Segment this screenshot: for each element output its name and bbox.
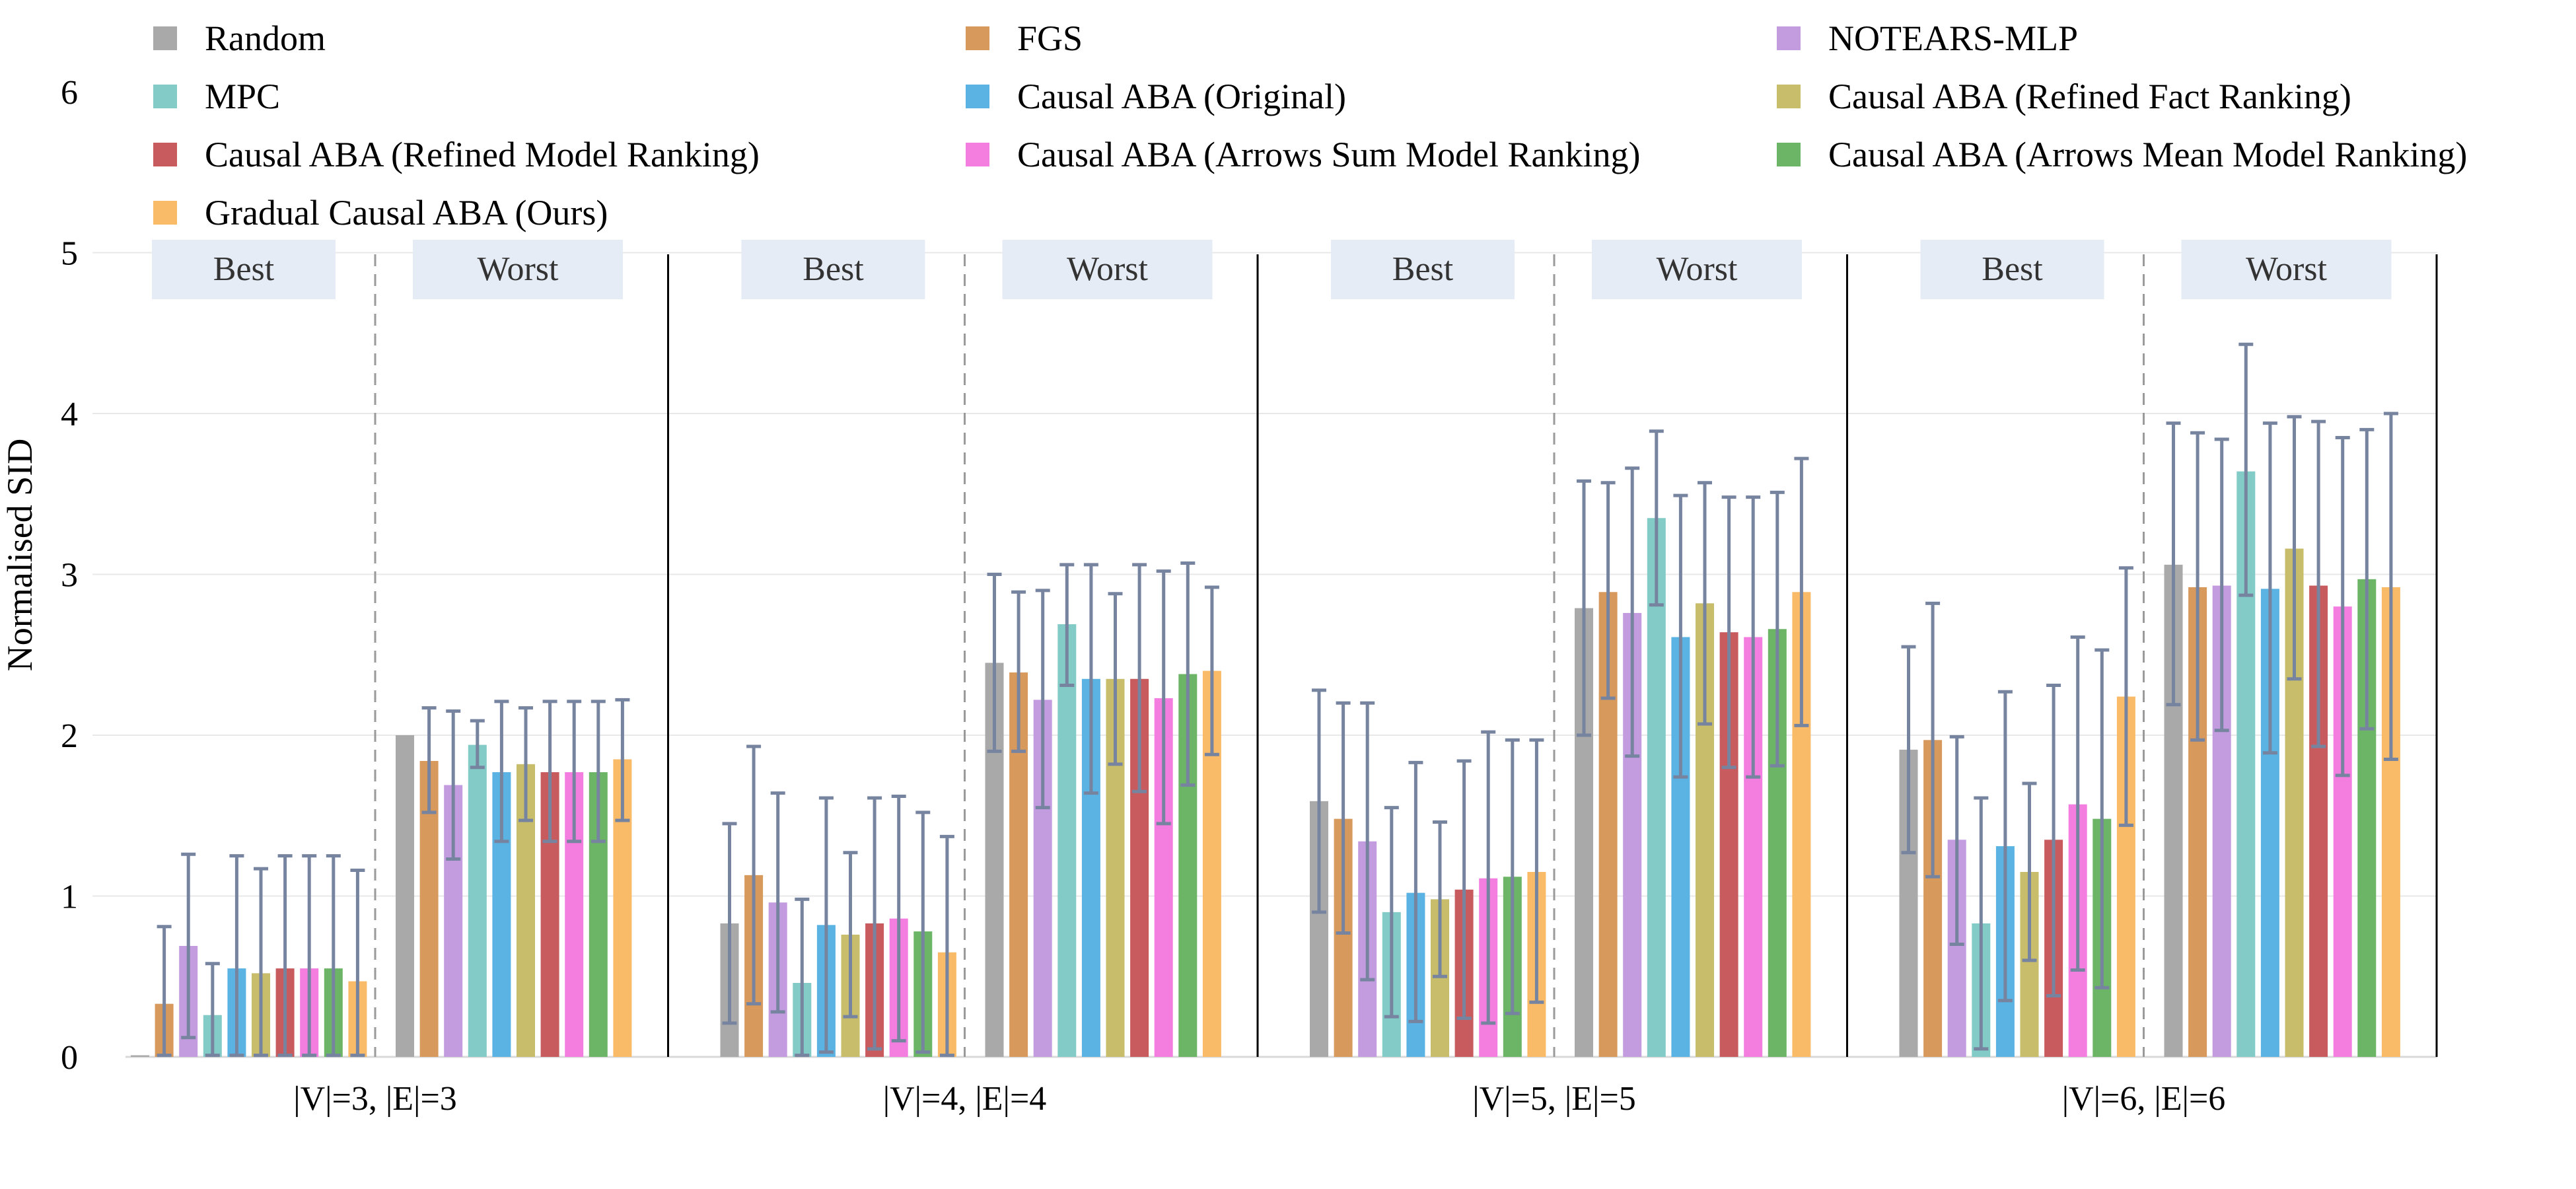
legend-label: FGS <box>1017 18 1083 58</box>
subgroup-header <box>741 240 925 299</box>
legend-label: Causal ABA (Arrows Sum Model Ranking) <box>1017 135 1640 174</box>
subgroup-header <box>2181 240 2392 299</box>
subgroup-label: Best <box>213 250 275 288</box>
legend-label: Random <box>205 18 326 58</box>
legend-swatch <box>1777 26 1801 50</box>
y-tick-label: 5 <box>61 235 78 273</box>
group-label: |V|=5, |E|=5 <box>1472 1080 1636 1118</box>
bar <box>396 735 414 1057</box>
subgroup-header <box>1331 240 1515 299</box>
y-tick-label: 0 <box>61 1039 78 1077</box>
legend-label: Causal ABA (Refined Model Ranking) <box>205 135 760 174</box>
subgroup-label: Worst <box>1067 250 1148 288</box>
legend-swatch <box>153 201 177 225</box>
y-tick-label: 3 <box>61 557 78 594</box>
legend-label: Causal ABA (Arrows Mean Model Ranking) <box>1828 135 2467 174</box>
legend-swatch <box>153 85 177 108</box>
legend-label: Gradual Causal ABA (Ours) <box>205 193 608 233</box>
subgroup-label: Worst <box>2246 250 2327 288</box>
legend-label: MPC <box>205 77 280 116</box>
bar <box>1057 624 1077 1057</box>
y-tick-label: 1 <box>61 879 78 916</box>
subgroup-label: Worst <box>1657 250 1738 288</box>
legend-swatch <box>153 143 177 166</box>
subgroup-header <box>413 240 623 299</box>
subgroup-label: Worst <box>478 250 559 288</box>
legend-swatch <box>1777 143 1801 166</box>
legend-swatch <box>966 85 989 108</box>
legend: Random FGS NOTEARS-MLP MPC Causal ABA (Origi… <box>153 18 2467 233</box>
legend-label: Causal ABA (Refined Fact Ranking) <box>1828 77 2351 116</box>
legend-swatch <box>1777 85 1801 108</box>
legend-swatch <box>966 143 989 166</box>
legend-swatch <box>153 26 177 50</box>
group-label: |V|=3, |E|=3 <box>293 1080 457 1118</box>
group-label: |V|=4, |E|=4 <box>883 1080 1047 1118</box>
subgroup-header <box>1002 240 1213 299</box>
bar <box>1647 518 1666 1057</box>
subgroup-label: Best <box>803 250 864 288</box>
subgroup-label: Best <box>1392 250 1454 288</box>
legend-label: Causal ABA (Original) <box>1017 77 1346 116</box>
y-tick-label: 2 <box>61 717 78 755</box>
group-label: |V|=6, |E|=6 <box>2062 1080 2226 1118</box>
subgroup-header <box>1592 240 1802 299</box>
subgroup-header <box>152 240 336 299</box>
plot-area: Best Worst |V|=3, |E|=3 Best Worst |V|=4, |E|… <box>125 240 2438 1118</box>
y-axis-label: Normalised SID <box>0 439 40 671</box>
legend-swatch <box>966 26 989 50</box>
y-tick-label: 6 <box>61 74 78 112</box>
bar <box>468 744 487 1057</box>
subgroup-label: Best <box>1982 250 2043 288</box>
legend-label: NOTEARS-MLP <box>1828 18 2078 58</box>
subgroup-header <box>1920 240 2104 299</box>
bar <box>131 1055 149 1057</box>
y-tick-label: 4 <box>61 396 78 433</box>
